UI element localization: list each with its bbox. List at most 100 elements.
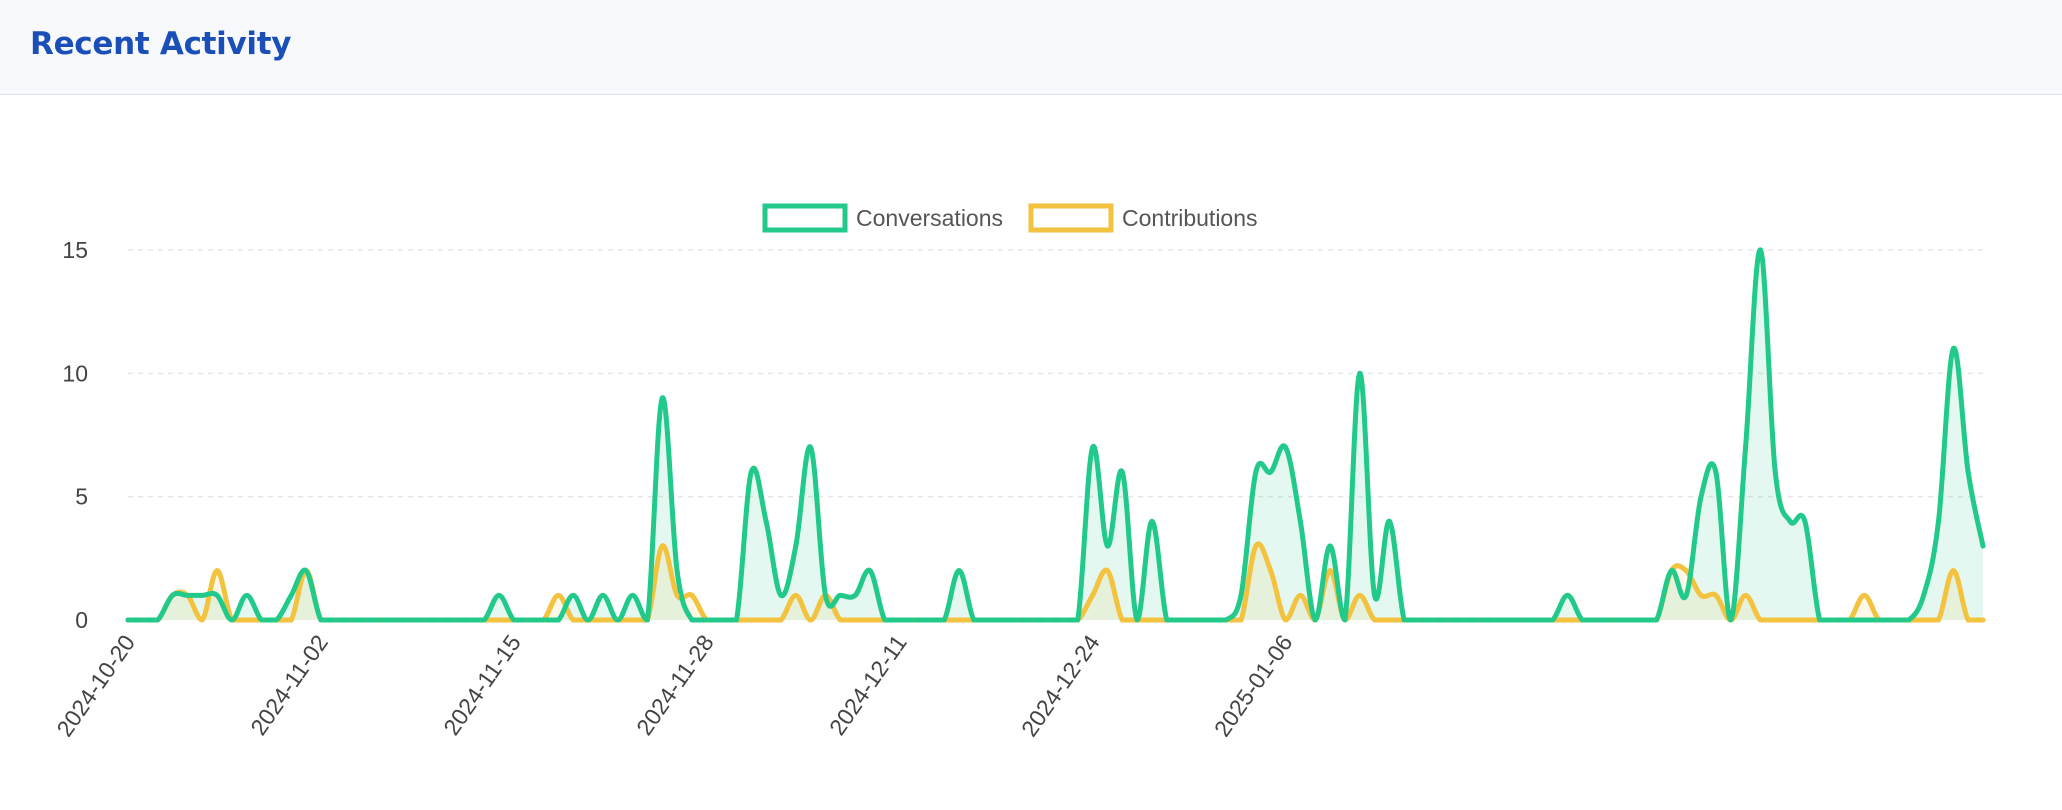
- conversations-point: [971, 617, 977, 623]
- contributions-point: [956, 617, 962, 623]
- conversations-point: [466, 617, 472, 623]
- contributions-point: [1861, 592, 1867, 598]
- contributions-point: [837, 617, 843, 623]
- x-tick-label: 2024-10-20: [51, 630, 140, 741]
- conversations-point: [1104, 543, 1110, 549]
- x-tick-label: 2025-01-06: [1209, 630, 1298, 741]
- conversations-point: [793, 543, 799, 549]
- y-tick-label: 0: [75, 607, 88, 633]
- y-tick-label: 15: [62, 237, 88, 263]
- conversations-point: [1475, 617, 1481, 623]
- contributions-point: [1713, 592, 1719, 598]
- legend-swatch-conversations: [762, 203, 848, 233]
- conversations-point: [674, 568, 680, 574]
- conversations-point: [733, 617, 739, 623]
- conversations-point: [1149, 518, 1155, 524]
- conversations-point: [1342, 617, 1348, 623]
- contributions-point: [1787, 617, 1793, 623]
- conversations-point: [1119, 469, 1125, 475]
- conversations-point: [1891, 617, 1897, 623]
- conversations-point: [1846, 617, 1852, 623]
- contributions-point: [1090, 592, 1096, 598]
- conversations-point: [1654, 617, 1660, 623]
- x-tick-label: 2024-11-02: [245, 630, 333, 740]
- conversations-point: [1090, 444, 1096, 450]
- conversations-point: [199, 592, 205, 598]
- conversations-point: [273, 617, 279, 623]
- conversations-point: [1609, 617, 1615, 623]
- contributions-point: [1104, 568, 1110, 574]
- conversations-point: [259, 617, 265, 623]
- conversations-point: [704, 617, 710, 623]
- chart-canvas: 0 5 10 15 2024-10-20 2024-11-02 2024-11-15 2024…: [51, 203, 1986, 741]
- conversations-point: [1535, 617, 1541, 623]
- contributions-point: [1950, 568, 1956, 574]
- contributions-point: [1921, 617, 1927, 623]
- conversations-point: [1683, 592, 1689, 598]
- contributions-point: [570, 617, 576, 623]
- legend-swatch-contributions: [1028, 203, 1114, 233]
- conversations-point: [1268, 469, 1274, 475]
- contributions-point: [852, 617, 858, 623]
- conversations-point: [1713, 469, 1719, 475]
- contributions-point: [555, 592, 561, 598]
- conversations-area: [128, 249, 1983, 620]
- contributions-point: [763, 617, 769, 623]
- contributions-point: [1980, 617, 1986, 623]
- conversations-point: [348, 617, 354, 623]
- contributions-point: [1965, 617, 1971, 623]
- conversations-point: [155, 617, 161, 623]
- conversations-point: [1906, 617, 1912, 623]
- contributions-point: [748, 617, 754, 623]
- conversations-point: [333, 617, 339, 623]
- conversations-point: [1668, 568, 1674, 574]
- contributions-point: [689, 592, 695, 598]
- panel-title: Recent Activity: [30, 26, 292, 62]
- conversations-point: [318, 617, 324, 623]
- conversations-point: [1876, 617, 1882, 623]
- contributions-point: [674, 592, 680, 598]
- conversations-point: [1461, 617, 1467, 623]
- conversations-point: [1921, 592, 1927, 598]
- conversations-point: [170, 592, 176, 598]
- x-tick-label: 2024-12-11: [824, 630, 912, 740]
- conversations-point: [125, 617, 131, 623]
- contributions-point: [1564, 617, 1570, 623]
- conversations-point: [496, 592, 502, 598]
- conversations-point: [1757, 247, 1763, 253]
- conversations-point: [1832, 617, 1838, 623]
- conversations-point: [1431, 617, 1437, 623]
- conversations-point: [630, 592, 636, 598]
- conversations-point: [1223, 617, 1229, 623]
- conversations-point: [1075, 617, 1081, 623]
- conversations-point: [1787, 518, 1793, 524]
- contributions-point: [1698, 592, 1704, 598]
- conversations-point: [1802, 518, 1808, 524]
- conversations-point: [926, 617, 932, 623]
- conversations-point: [422, 617, 428, 623]
- conversations-point: [555, 617, 561, 623]
- conversations-point: [1386, 518, 1392, 524]
- conversations-point: [288, 592, 294, 598]
- conversations-point: [1817, 617, 1823, 623]
- conversations-point: [852, 592, 858, 598]
- conversations-point: [1060, 617, 1066, 623]
- legend-label-conversations: Conversations: [856, 205, 1003, 231]
- conversations-point: [1965, 469, 1971, 475]
- contributions-point: [1386, 617, 1392, 623]
- conversations-point: [1950, 346, 1956, 352]
- contributions-point: [1743, 592, 1749, 598]
- contributions-point: [244, 617, 250, 623]
- conversations-point: [1134, 617, 1140, 623]
- conversations-point: [526, 617, 532, 623]
- contributions-area: [128, 543, 1983, 620]
- conversations-point: [1283, 444, 1289, 450]
- contributions-point: [867, 617, 873, 623]
- contributions-point: [1757, 617, 1763, 623]
- conversations-point: [808, 444, 814, 450]
- conversations-point: [1045, 617, 1051, 623]
- conversations-point: [719, 617, 725, 623]
- conversations-point: [1728, 617, 1734, 623]
- conversations-point: [570, 592, 576, 598]
- contributions-point: [1238, 617, 1244, 623]
